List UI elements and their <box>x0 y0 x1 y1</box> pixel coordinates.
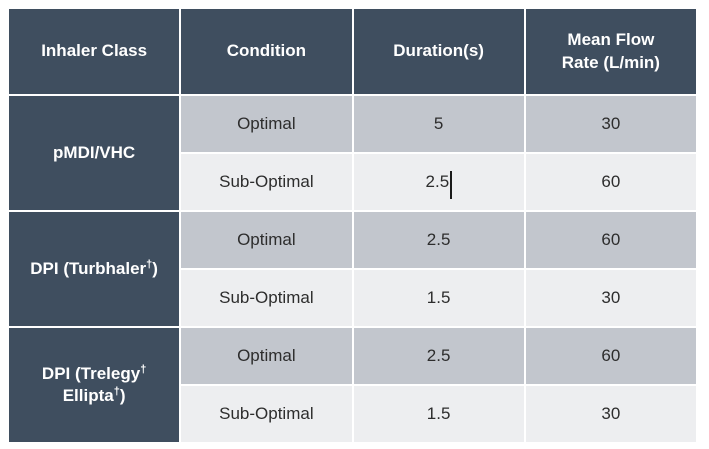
cell-text: Sub-Optimal <box>219 172 314 191</box>
cell-content: 30 <box>532 288 690 308</box>
condition-cell[interactable]: Optimal <box>181 212 352 268</box>
cell-content: 30 <box>532 404 690 424</box>
cell-text: 1.5 <box>426 288 451 307</box>
label-text: ) <box>119 386 126 405</box>
cell-text: 30 <box>601 288 621 307</box>
column-header-inhaler-class[interactable]: Inhaler Class <box>9 9 180 94</box>
cell-text: 30 <box>601 404 621 423</box>
cell-content: 2.5 <box>360 230 518 250</box>
table-row: DPI (Trelegy† Ellipta†) Optimal 2.5 60 <box>9 328 696 442</box>
cell-content: 30 <box>532 114 690 134</box>
cell-text: Optimal <box>237 230 296 249</box>
cell-content: Sub-Optimal <box>187 404 345 424</box>
cell-content: Optimal <box>187 346 345 366</box>
cell-content: 2.5 <box>360 168 518 199</box>
cell-content: Sub-Optimal <box>187 172 345 192</box>
cell-text: 60 <box>601 230 621 249</box>
cell-text: 5 <box>433 114 444 133</box>
header-line: Condition <box>226 41 307 61</box>
condition-cell[interactable]: Sub-Optimal <box>181 270 352 326</box>
table-row: Sub-Optimal 1.5 30 <box>9 386 696 442</box>
condition-cell[interactable]: Optimal <box>181 328 352 384</box>
cell-content: 1.5 <box>360 288 518 308</box>
inhaler-class-cell[interactable]: DPI (Turbhaler†) <box>9 212 180 326</box>
table-row: Sub-Optimal 1.5 30 <box>9 270 696 326</box>
cell-text: 30 <box>601 114 621 133</box>
header-line: Inhaler Class <box>41 41 148 61</box>
cell-content: 60 <box>532 230 690 250</box>
mean-flow-rate-cell[interactable]: 60 <box>525 212 696 268</box>
cell-content: 60 <box>532 172 690 192</box>
label-line: DPI (Turbhaler†) <box>15 258 173 280</box>
inhaler-data-table: Inhaler Class Condition Duration(s) Mean Fl… <box>7 7 698 444</box>
cell-content: 60 <box>532 346 690 366</box>
duration-cell[interactable]: 1.5 <box>353 386 524 442</box>
dagger-superscript: † <box>113 385 120 398</box>
label-text: pMDI/VHC <box>53 142 136 162</box>
column-header-mean-flow-rate[interactable]: Mean Flow Rate (L/min) <box>525 9 696 94</box>
cell-content: 2.5 <box>360 346 518 366</box>
label-text: ) <box>152 258 158 278</box>
mean-flow-rate-cell[interactable]: 60 <box>525 328 696 384</box>
cell-content: Optimal <box>187 114 345 134</box>
inhaler-class-cell[interactable]: DPI (Trelegy† Ellipta†) <box>9 328 180 442</box>
mean-flow-rate-cell[interactable]: 30 <box>525 386 696 442</box>
dagger-superscript: † <box>146 258 153 271</box>
mean-flow-rate-cell[interactable]: 60 <box>525 154 696 210</box>
label-text: DPI (Turbhaler <box>30 258 147 278</box>
table-row: pMDI/VHC Optimal 5 30 <box>9 96 696 210</box>
cell-text: 2.5 <box>426 230 451 249</box>
label-line: pMDI/VHC <box>15 142 173 164</box>
dagger-superscript: † <box>140 363 147 376</box>
duration-cell[interactable]: 2.5 <box>353 328 524 384</box>
cell-text: 2.5 <box>426 346 451 365</box>
header-line: Duration(s) <box>393 41 484 61</box>
table-body: pMDI/VHC Optimal 5 30 Sub-Optimal 2.5 60 DPI (T… <box>9 96 696 442</box>
column-header-duration[interactable]: Duration(s) <box>353 9 524 94</box>
column-header-condition[interactable]: Condition <box>181 9 352 94</box>
cell-text: Optimal <box>237 346 296 365</box>
label-text: DPI (Trelegy <box>41 363 141 383</box>
cell-text: 2.5 <box>425 172 450 191</box>
inhaler-class-cell[interactable]: pMDI/VHC <box>9 96 180 210</box>
table-row: DPI (Turbhaler†) Optimal 2.5 60 <box>9 212 696 326</box>
condition-cell[interactable]: Sub-Optimal <box>181 154 352 210</box>
cell-content: Sub-Optimal <box>187 288 345 308</box>
duration-cell[interactable]: 2.5 <box>353 212 524 268</box>
duration-cell[interactable]: 2.5 <box>353 154 524 210</box>
cell-content: 1.5 <box>360 404 518 424</box>
label-text: Ellipta <box>62 386 114 405</box>
duration-cell[interactable]: 1.5 <box>353 270 524 326</box>
duration-cell[interactable]: 5 <box>353 96 524 152</box>
cell-content: 5 <box>360 114 518 134</box>
table-row: Sub-Optimal 2.5 60 <box>9 154 696 210</box>
table-header: Inhaler Class Condition Duration(s) Mean Fl… <box>9 9 696 94</box>
text-cursor <box>450 171 452 199</box>
cell-text: 1.5 <box>426 404 451 423</box>
mean-flow-rate-cell[interactable]: 30 <box>525 96 696 152</box>
cell-text: Optimal <box>237 114 296 133</box>
header-row: Inhaler Class Condition Duration(s) Mean Fl… <box>9 9 696 94</box>
header-line: Mean Flow <box>567 30 655 50</box>
cell-text: Sub-Optimal <box>219 404 314 423</box>
label-line: DPI (Trelegy† <box>15 363 173 385</box>
condition-cell[interactable]: Optimal <box>181 96 352 152</box>
condition-cell[interactable]: Sub-Optimal <box>181 386 352 442</box>
cell-content: Optimal <box>187 230 345 250</box>
cell-text: 60 <box>601 346 621 365</box>
cell-text: Sub-Optimal <box>219 288 314 307</box>
label-line: Ellipta†) <box>15 385 173 407</box>
mean-flow-rate-cell[interactable]: 30 <box>525 270 696 326</box>
header-line: Rate (L/min) <box>561 52 660 72</box>
cell-text: 60 <box>601 172 621 191</box>
